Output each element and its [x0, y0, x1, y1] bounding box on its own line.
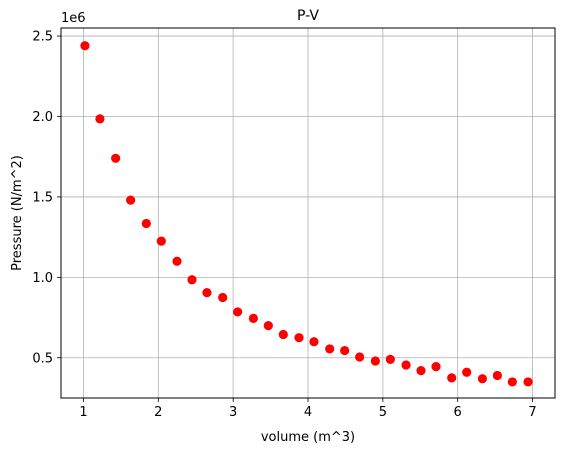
grid-lines [61, 28, 555, 398]
data-point [263, 321, 273, 331]
data-point [462, 367, 472, 377]
data-point [141, 218, 151, 229]
data-point [523, 377, 533, 387]
data-point [172, 256, 182, 266]
y-axis-label: Pressure (N/m^2) [10, 155, 25, 271]
data-point [355, 352, 365, 362]
y-tick-label: 1.5 [32, 190, 53, 205]
x-axis-ticks: 1 2 3 4 5 6 7 [79, 398, 537, 420]
data-point [385, 354, 395, 364]
x-tick-label: 7 [528, 405, 536, 420]
y-axis-ticks: 0.5 1.0 1.5 2.0 2.5 [32, 30, 61, 366]
data-point [401, 360, 411, 370]
y-tick-label: 1.0 [32, 271, 53, 286]
data-point [370, 356, 380, 366]
y-axis-offset-label: 1e6 [61, 11, 86, 26]
data-point [248, 313, 258, 323]
data-point [431, 362, 441, 372]
data-point [294, 333, 304, 343]
data-point [492, 370, 502, 381]
data-point [477, 374, 487, 384]
x-tick-label: 5 [379, 405, 387, 420]
data-points [80, 41, 533, 387]
data-point [309, 337, 319, 347]
x-tick-label: 3 [229, 405, 237, 420]
data-point [507, 377, 517, 387]
data-point [80, 41, 90, 51]
data-point [156, 236, 166, 246]
data-point [126, 195, 136, 205]
data-point [325, 344, 335, 354]
data-point [416, 366, 426, 376]
data-point [278, 329, 288, 340]
data-point [202, 288, 212, 298]
x-tick-label: 1 [79, 405, 87, 420]
chart-title: P-V [297, 8, 319, 24]
x-tick-label: 6 [454, 405, 462, 420]
y-tick-label: 2.5 [32, 30, 53, 45]
x-tick-label: 4 [304, 405, 312, 420]
data-point [447, 373, 457, 383]
x-tick-label: 2 [154, 405, 162, 420]
data-point [187, 275, 197, 285]
data-point [95, 114, 105, 124]
data-point [340, 345, 350, 356]
y-tick-label: 2.0 [32, 110, 53, 125]
x-axis-label: volume (m^3) [261, 430, 355, 445]
data-point [218, 292, 228, 303]
y-tick-label: 0.5 [32, 351, 53, 366]
data-point [111, 153, 121, 163]
data-point [233, 307, 243, 317]
